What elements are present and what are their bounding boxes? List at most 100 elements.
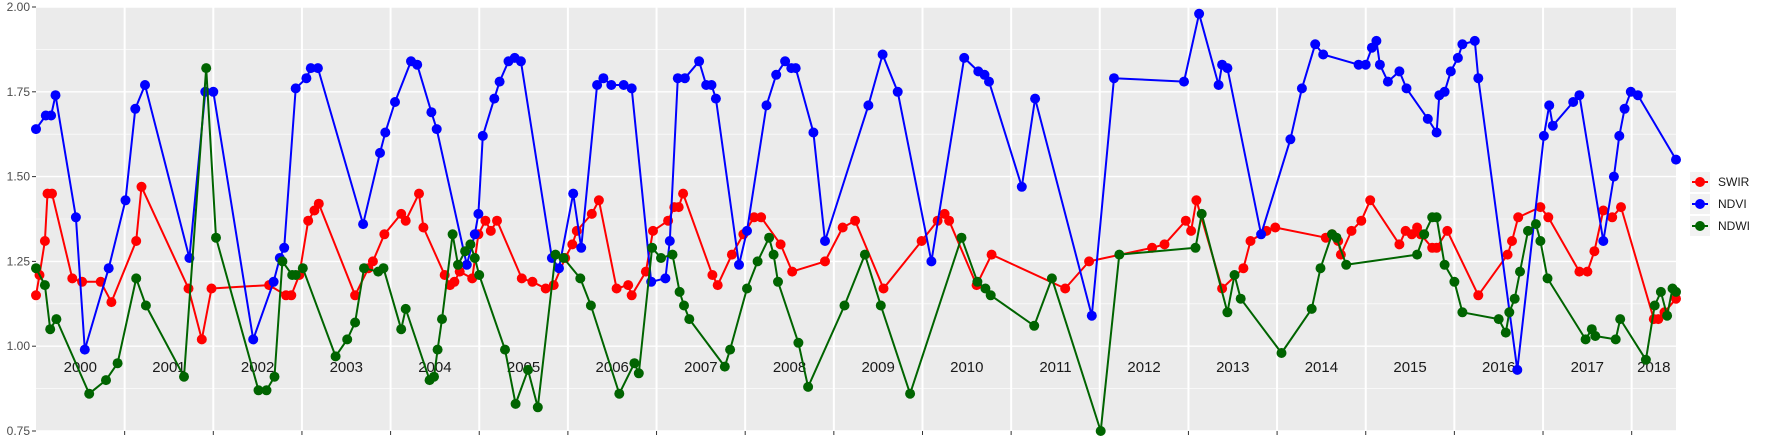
data-point-ndvi [1538,130,1549,141]
data-point-ndvi [279,242,290,253]
data-point-swir [1365,195,1376,206]
data-point-ndvi [926,256,937,267]
data-point-swir [756,212,767,223]
data-point-ndvi [780,56,791,67]
data-point-ndvi [1256,229,1267,240]
data-point-ndwi [523,364,533,375]
data-point-ndwi [500,344,510,355]
data-point-ndwi [1276,348,1287,358]
data-point-swir [1147,242,1158,253]
data-point-ndwi [793,337,804,348]
data-point-ndwi [437,314,447,325]
data-point-ndvi [426,107,437,118]
data-point-ndvi [710,93,721,104]
data-point-ndwi [684,314,695,325]
data-point-ndvi [305,63,316,74]
data-point-ndwi [1431,212,1442,223]
data-point-ndwi [679,300,689,311]
data-point-ndwi [359,263,369,274]
data-point-ndwi [859,249,870,260]
data-point-swir [593,195,604,206]
data-point-ndwi [1655,286,1666,297]
data-point-ndwi [290,270,301,280]
data-point-ndwi [1412,249,1423,260]
data-point-ndvi [268,276,279,287]
data-point-swir [1507,236,1517,246]
data-point-ndvi [863,100,874,111]
data-point-ndvi [626,83,637,94]
data-point-ndwi [277,256,288,267]
data-point-ndvi [390,97,400,107]
data-point-ndwi [51,314,62,325]
data-point-ndvi [1439,86,1450,97]
data-point-ndvi [664,236,675,246]
data-point-ndwi [1509,293,1520,304]
data-point-ndvi [494,76,505,87]
data-point-ndwi [201,63,212,74]
data-point-swir [707,270,718,280]
data-point-swir [414,188,424,199]
data-point-ndwi [773,276,783,287]
data-point-swir [567,239,578,250]
data-point-ndvi [140,80,150,90]
data-point-ndvi [248,334,259,345]
year-label: 2002 [241,359,274,376]
data-point-swir [1535,202,1546,213]
data-point-ndwi [1341,259,1352,270]
data-point-ndvi [1394,66,1405,77]
data-point-ndwi [342,334,353,345]
data-point-ndvi [50,90,61,101]
data-point-swir [286,290,297,301]
legend-label-swir: SWIR [1718,175,1750,189]
data-point-swir [379,229,390,240]
data-point-ndwi [633,368,644,379]
data-point-ndvi [477,130,488,141]
data-point-ndvi [568,188,579,199]
data-point-swir [527,276,538,287]
data-point-swir [1406,229,1417,240]
data-point-ndwi [752,256,763,267]
data-point-ndwi [1196,208,1207,219]
data-point-ndwi [465,239,476,250]
data-point-ndwi [453,259,463,270]
data-point-swir [1060,283,1071,294]
data-point-ndwi [211,232,221,243]
data-point-ndwi [1493,314,1504,325]
series-layer [31,8,1681,436]
series-ndwi [31,63,1681,436]
year-label: 2017 [1571,359,1604,376]
data-point-ndvi [1374,59,1385,70]
data-point-ndwi [297,263,308,274]
data-point-ndwi [45,324,56,335]
data-point-swir [611,283,622,294]
data-point-ndwi [1315,263,1326,274]
data-point-ndvi [431,124,442,135]
data-point-ndwi [875,300,886,311]
data-point-ndvi [1179,76,1189,87]
data-point-ndvi [301,73,312,84]
data-point-ndvi [120,195,131,206]
data-point-swir [67,273,78,284]
data-point-swir [986,249,997,260]
data-point-swir [1346,225,1357,236]
data-point-swir [492,215,502,226]
data-point-ndvi [1473,73,1484,84]
data-point-ndwi [1095,426,1106,436]
year-label: 2000 [64,359,97,376]
year-label: 2008 [773,359,806,376]
data-point-ndwi [261,385,272,396]
legend-label-ndwi: NDWI [1718,219,1750,233]
data-point-swir [1270,222,1281,233]
data-point-swir [449,276,460,287]
data-point-swir [485,225,496,236]
data-point-ndwi [350,317,361,328]
data-point-ndvi [1671,154,1681,165]
data-point-ndwi [1530,219,1541,230]
data-point-swir [623,280,634,291]
data-point-ndvi [1285,134,1296,145]
y-axis: 0.75 1.00 1.25 1.50 1.75 2.00 [7,0,36,438]
data-point-ndvi [694,56,705,67]
data-point-ndvi [1547,120,1558,131]
data-point-ndwi [667,249,678,260]
data-point-ndvi [959,52,970,63]
